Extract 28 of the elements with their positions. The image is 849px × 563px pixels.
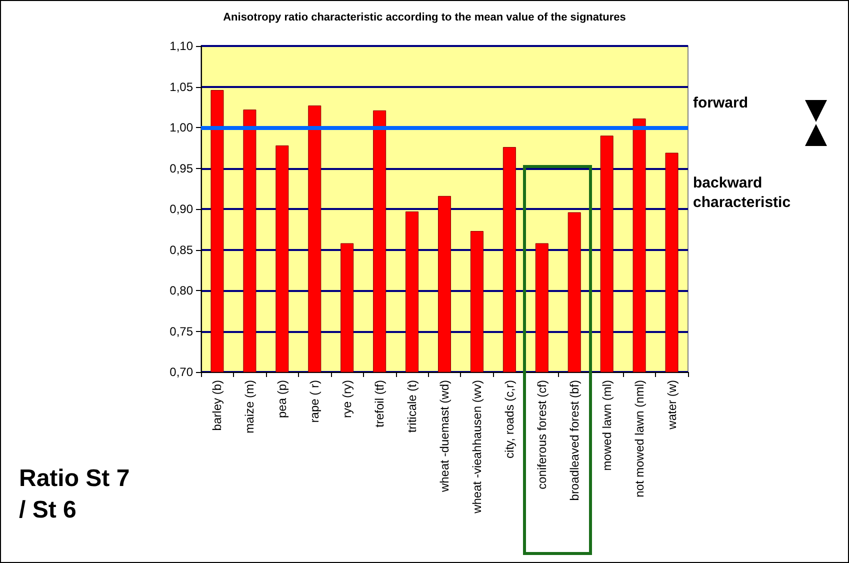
y-tick-label: 0,85 [170,242,194,257]
x-tick-label: trefoil (tf) [372,380,387,428]
x-tick-label: maize (m) [242,380,257,434]
x-tick-label: water (w) [664,380,679,430]
x-tick-label: mowed lawn (ml) [600,380,614,471]
text: Ratio St 7 / St 6 [19,465,136,524]
x-tick-label: rape ( r) [308,380,322,423]
y-tick-label: 0,80 [170,284,194,298]
text: forward [693,94,748,112]
y-tick-label: 1,10 [170,39,194,53]
y-tick-label: 1,00 [170,120,194,134]
x-tick-label: wheat -vieahhausen (wv) [470,380,484,514]
y-tick-label: 1,05 [170,80,194,94]
text: backward characteristic [693,174,791,211]
x-tick-label: broadleaved forest (bf) [567,380,582,501]
x-tick-label: wheat -duemast (wd) [438,380,452,494]
x-tick-label: city, roads (c,r) [502,380,516,458]
x-tick-label: rye (ry) [340,380,354,418]
x-tick-label: coniferous forest (cf) [534,380,549,490]
x-tick-label: pea (p) [275,380,290,418]
x-tick-label: not mowed lawn (nml) [632,380,646,498]
y-tick-label: 0,90 [170,202,194,216]
y-tick-label: 0,70 [170,365,194,379]
y-tick-label: 0,95 [170,161,194,176]
y-tick-label: 0,75 [170,324,194,338]
chart-title: Anisotropy ratio characteristic according to the mean value of the signatures [223,12,626,24]
x-tick-label: triticale (t) [405,380,420,433]
x-tick-label: barley (b) [210,380,224,431]
